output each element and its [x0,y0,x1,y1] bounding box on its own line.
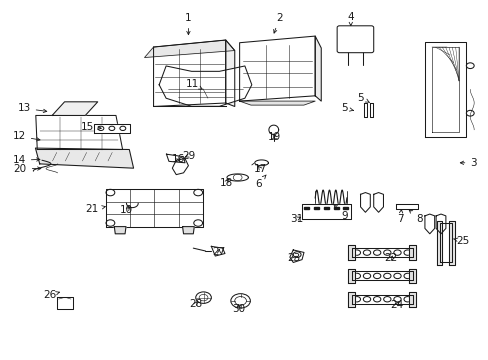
Polygon shape [408,269,415,283]
Text: 19: 19 [267,132,281,142]
Text: 23: 23 [287,253,300,263]
Polygon shape [153,40,225,107]
Polygon shape [315,36,321,101]
Text: 24: 24 [389,300,403,310]
Polygon shape [347,292,354,307]
Polygon shape [239,36,315,101]
Polygon shape [347,245,354,260]
Text: 9: 9 [333,204,347,221]
Text: 4: 4 [347,12,353,26]
Text: 13: 13 [18,103,47,113]
Text: 2: 2 [273,13,283,33]
Polygon shape [226,174,248,181]
Text: 5: 5 [357,93,368,103]
Polygon shape [448,221,454,265]
Polygon shape [395,204,417,210]
Polygon shape [314,207,319,209]
Polygon shape [304,207,309,209]
Text: 16: 16 [172,154,185,164]
Polygon shape [408,292,415,307]
Polygon shape [333,207,338,209]
Text: 17: 17 [253,163,266,174]
Polygon shape [57,297,73,309]
Polygon shape [424,214,434,234]
Text: 1: 1 [185,13,191,35]
Polygon shape [172,158,188,175]
Polygon shape [360,193,369,212]
Text: 7: 7 [396,210,403,224]
Text: 31: 31 [290,214,303,224]
Text: 21: 21 [85,204,105,215]
Polygon shape [144,40,234,58]
Polygon shape [373,193,383,212]
Polygon shape [343,207,347,209]
Polygon shape [239,101,315,105]
Polygon shape [424,42,466,137]
Polygon shape [369,103,372,117]
Polygon shape [105,189,203,226]
Text: 3: 3 [459,158,476,168]
Text: 10: 10 [120,206,133,216]
Text: 18: 18 [219,178,232,188]
Polygon shape [302,204,350,219]
Polygon shape [351,295,412,304]
Polygon shape [93,124,130,133]
Polygon shape [289,250,304,262]
Polygon shape [225,40,234,107]
Text: 14: 14 [13,155,40,165]
Polygon shape [114,226,126,234]
Polygon shape [254,160,268,166]
Polygon shape [436,221,442,265]
Text: 25: 25 [452,236,468,246]
Polygon shape [159,66,251,106]
Text: 8: 8 [408,210,422,224]
Polygon shape [166,154,184,163]
Polygon shape [351,271,412,280]
Text: 6: 6 [254,175,265,189]
Text: 26: 26 [43,291,59,301]
Text: 27: 27 [212,247,225,257]
Polygon shape [439,223,451,262]
Polygon shape [268,125,278,134]
Text: 29: 29 [182,150,195,161]
Polygon shape [363,103,366,117]
Text: 30: 30 [232,304,244,314]
Polygon shape [351,248,412,257]
Polygon shape [324,207,328,209]
Polygon shape [52,102,98,116]
Text: 5: 5 [341,103,353,113]
Text: 28: 28 [189,299,202,309]
Polygon shape [36,116,122,149]
Text: 22: 22 [384,253,397,263]
Text: 20: 20 [14,163,41,174]
Polygon shape [211,246,224,256]
Polygon shape [35,148,133,168]
Text: 15: 15 [81,122,101,132]
FancyBboxPatch shape [336,26,373,53]
Text: 12: 12 [13,131,40,141]
Polygon shape [347,269,354,283]
Polygon shape [435,214,445,234]
Text: 11: 11 [185,79,202,89]
Polygon shape [182,226,194,234]
Polygon shape [408,245,415,260]
